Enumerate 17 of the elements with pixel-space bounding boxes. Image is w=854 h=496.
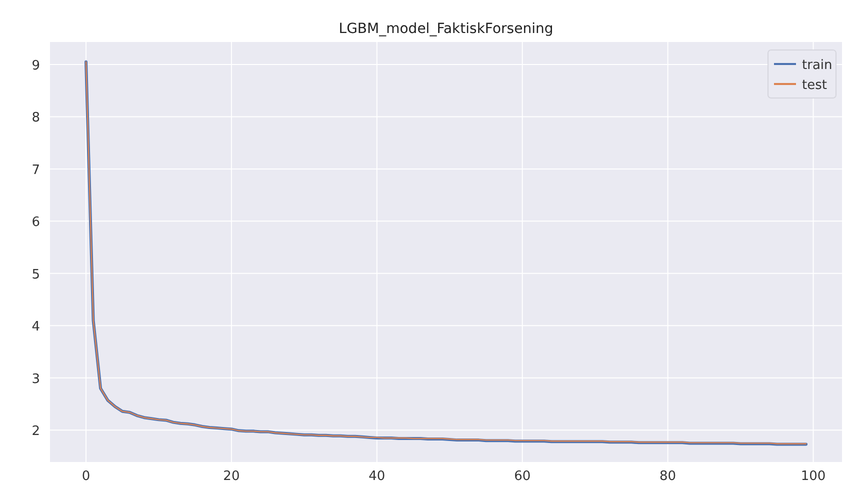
y-tick-label: 4 [32,320,40,335]
y-tick-label: 9 [32,58,40,74]
x-tick-label: 0 [82,469,90,484]
x-tick-label: 100 [800,469,826,484]
y-tick-label: 7 [32,162,40,178]
y-tick-label: 3 [32,372,40,387]
x-tick-label: 60 [514,469,531,484]
x-tick-label: 80 [660,469,676,484]
legend-label: train [802,58,832,73]
legend-label: test [802,78,827,93]
x-tick-label: 40 [368,469,386,484]
y-tick-label: 6 [32,215,40,230]
y-tick-label: 2 [32,424,40,440]
x-tick-label: 20 [223,469,240,484]
chart-title: LGBM_model_FaktiskForsening [338,21,554,37]
y-tick-label: 5 [32,267,40,282]
y-tick-label: 8 [32,110,40,126]
